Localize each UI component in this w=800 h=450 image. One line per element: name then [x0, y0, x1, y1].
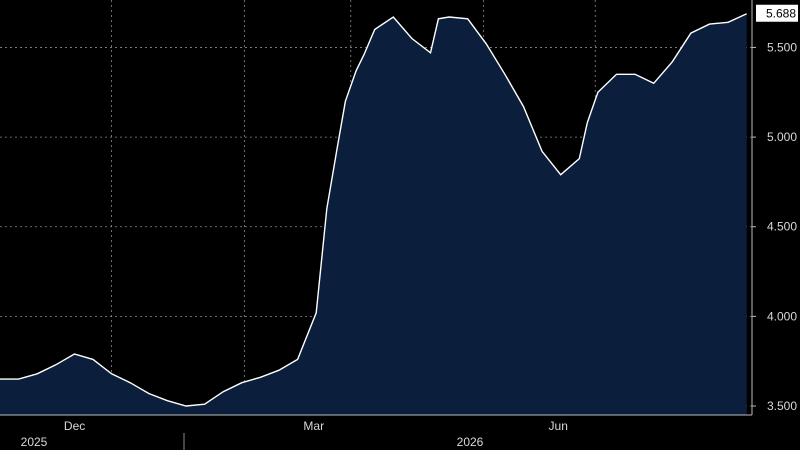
x-month-label: Mar	[303, 419, 324, 433]
last-value-badge: 5.688	[756, 4, 798, 22]
y-tick-label: 3.500	[767, 399, 797, 413]
y-tick-label: 5.000	[767, 130, 797, 144]
x-year-label: 2026	[457, 435, 484, 449]
y-tick-label: 4.500	[767, 220, 797, 234]
series-area	[0, 13, 747, 415]
x-year-label: 2025	[21, 435, 48, 449]
y-tick-label: 5.500	[767, 40, 797, 54]
x-month-label: Dec	[64, 419, 85, 433]
x-month-label: Jun	[549, 419, 568, 433]
last-value-bg	[756, 4, 798, 22]
last-value-label: 5.688	[766, 7, 796, 21]
series-line	[0, 13, 747, 407]
y-tick-label: 4.000	[767, 309, 797, 323]
y-axis-ticks: 3.500 4.000 4.500 5.000 5.500	[752, 40, 797, 413]
x-axis-ticks: Dec Mar Jun 2025 2026	[21, 419, 568, 450]
